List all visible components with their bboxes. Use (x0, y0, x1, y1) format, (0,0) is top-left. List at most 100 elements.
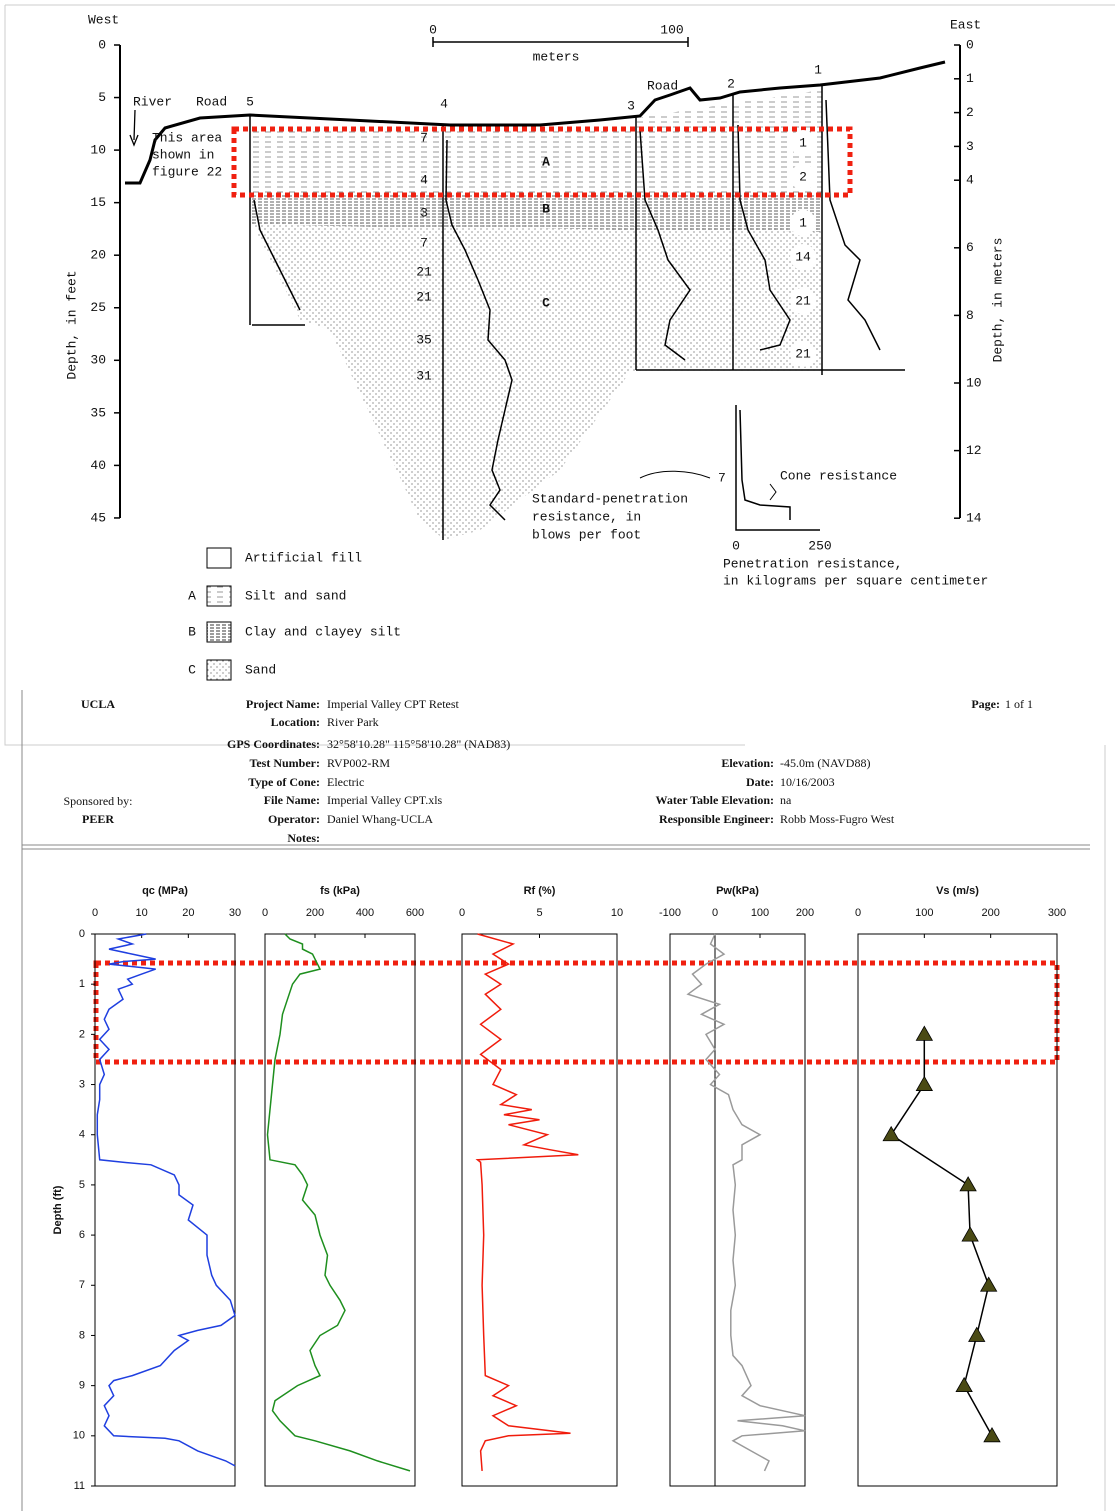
data-line (478, 934, 579, 1471)
label: 250 (808, 538, 831, 553)
label: Standard-penetration (532, 491, 688, 506)
page: { "diagram": { "west": "West", "east": "… (0, 0, 1120, 1511)
label: 10 (90, 143, 106, 158)
label: 32°58'10.28" 115°58'10.28" (NAD83) (327, 737, 510, 751)
data-point (960, 1177, 976, 1191)
label: 100 (660, 22, 683, 37)
legend-swatch (207, 548, 231, 568)
label: shown in (152, 147, 214, 162)
label: Clay and clayey silt (245, 624, 401, 639)
label: 5 (536, 907, 542, 919)
label: 20 (90, 248, 106, 263)
label: UCLA (81, 697, 115, 711)
label: 200 (981, 907, 999, 919)
label: Silt and sand (245, 588, 346, 603)
label: This area (152, 130, 222, 145)
data-point (883, 1127, 899, 1141)
label: qc (MPa) (142, 885, 188, 897)
label: Depth, in feet (64, 270, 79, 379)
label: 6 (79, 1229, 85, 1241)
label: West (88, 12, 119, 27)
label: 11 (74, 1480, 85, 1492)
label: Elevation: (721, 756, 774, 770)
label: Robb Moss-Fugro West (780, 812, 895, 826)
label: C (542, 295, 550, 310)
label: 8 (966, 308, 974, 323)
label: 10 (136, 907, 148, 919)
plot-frame (265, 934, 415, 1486)
label: River Park (327, 715, 379, 729)
label: Road (647, 78, 678, 93)
label: Type of Cone: (248, 775, 320, 789)
label: 35 (90, 405, 106, 420)
data-line (891, 1034, 992, 1435)
label: 3 (966, 139, 974, 154)
label: 1 of 1 (1005, 697, 1033, 711)
label: Responsible Engineer: (659, 812, 774, 826)
label: 0 (429, 22, 437, 37)
label: 300 (1048, 907, 1066, 919)
label: 0 (262, 907, 268, 919)
label: Sponsored by: (64, 794, 133, 808)
label: blows per foot (532, 527, 641, 542)
label: 40 (90, 458, 106, 473)
label: Rf (%) (524, 885, 556, 897)
label: 3 (79, 1078, 85, 1090)
label: 9 (79, 1380, 85, 1392)
label: GPS Coordinates: (227, 737, 320, 751)
label: 1 (814, 62, 822, 77)
label: 6 (966, 240, 974, 255)
label: Depth (ft) (52, 1185, 64, 1234)
label: Road (196, 94, 227, 109)
label: 7 (420, 130, 428, 145)
label: 35 (416, 332, 432, 347)
label: 2 (966, 105, 974, 120)
scale-bar (433, 37, 688, 47)
label: 4 (420, 172, 428, 187)
data-point (916, 1026, 932, 1040)
label: 0 (79, 928, 85, 940)
data-point (981, 1277, 997, 1291)
label: 21 (416, 289, 432, 304)
arrow (130, 110, 138, 145)
plot-frame (462, 934, 617, 1486)
label: 4 (440, 96, 448, 111)
label: meters (533, 49, 580, 64)
plot-frame (858, 934, 1057, 1486)
label: 14 (966, 511, 982, 526)
legend-swatch (207, 622, 231, 642)
label: 21 (795, 346, 811, 361)
plot-frame (670, 934, 805, 1486)
label: East (950, 17, 981, 32)
cone-curve (826, 100, 880, 350)
label: Date: (746, 775, 774, 789)
label: Test Number: (249, 756, 320, 770)
data-line (688, 934, 805, 1471)
label: 5 (246, 94, 254, 109)
label: 10 (73, 1430, 85, 1442)
label: File Name: (264, 793, 320, 807)
label: na (780, 793, 792, 807)
label: Page: (971, 697, 1000, 711)
label: -45.0m (NAVD88) (780, 756, 870, 770)
label: 1 (966, 71, 974, 86)
label: 0 (459, 907, 465, 919)
label: 10 (966, 375, 982, 390)
label: resistance, in (532, 509, 641, 524)
plot-frame (95, 934, 235, 1486)
label: -100 (659, 907, 681, 919)
label: 7 (718, 470, 726, 485)
highlight-box (96, 963, 1057, 1062)
label: 20 (182, 907, 194, 919)
data-line (97, 934, 235, 1466)
label: 10/16/2003 (780, 775, 835, 789)
label: 45 (90, 510, 106, 525)
data-point (962, 1227, 978, 1241)
label: 200 (306, 907, 324, 919)
label: Imperial Valley CPT.xls (327, 793, 443, 807)
data-point (969, 1327, 985, 1341)
data-point (984, 1428, 1000, 1442)
label: Artificial fill (245, 550, 362, 565)
label: B (188, 624, 196, 639)
label: figure 22 (152, 164, 222, 179)
